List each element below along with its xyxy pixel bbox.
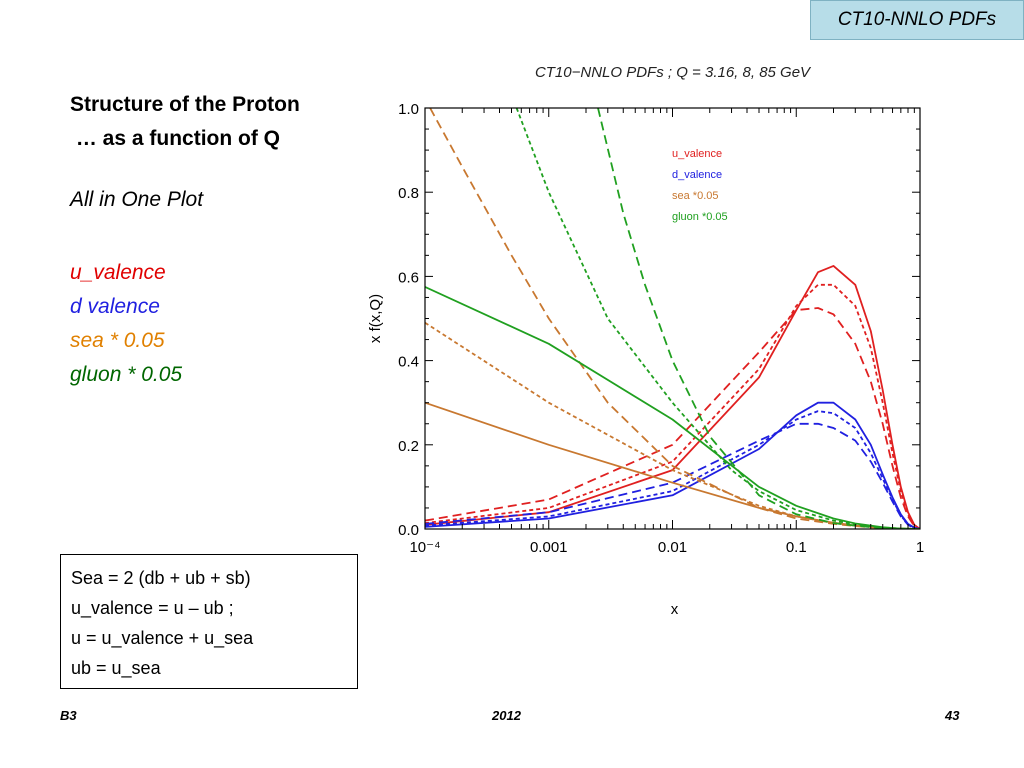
legend-entry: gluon *0.05 <box>672 211 728 223</box>
series-line <box>425 321 920 529</box>
x-tick-label: 0.001 <box>530 539 568 556</box>
y-tick-label: 0.4 <box>398 354 419 371</box>
slide-heading: Structure of the Proton … as a function … <box>70 88 300 156</box>
x-tick-label: 0.1 <box>786 539 807 556</box>
y-tick-label: 0.2 <box>398 438 419 455</box>
series-line <box>425 286 920 529</box>
y-tick-label: 0.8 <box>398 185 419 202</box>
formula-line: Sea = 2 (db + ub + sb) <box>71 568 251 588</box>
header-tag: CT10-NNLO PDFs <box>810 0 1024 40</box>
y-tick-label: 0.0 <box>398 522 419 539</box>
series-line <box>425 422 920 529</box>
series-line <box>597 108 920 529</box>
heading-line-2: … as a function of Q <box>70 127 281 150</box>
curve-list-item-u-valence: u_valence <box>70 261 166 284</box>
series-line <box>425 283 920 529</box>
y-tick-label: 0.6 <box>398 269 419 286</box>
formula-box: Sea = 2 (db + ub + sb) u_valence = u – u… <box>60 554 358 689</box>
series-line <box>425 410 920 529</box>
legend-entry: d_valence <box>672 169 722 181</box>
legend-entry: sea *0.05 <box>672 190 718 202</box>
chart-title: CT10−NNLO PDFs ; Q = 3.16, 8, 85 GeV <box>535 64 812 81</box>
curve-list-item-d-valence: d valence <box>70 295 160 318</box>
x-tick-label: 1 <box>916 539 924 556</box>
series-line <box>515 108 920 529</box>
curve-list: u_valence d valence sea * 0.05 gluon * 0… <box>70 256 182 392</box>
x-axis-label: x <box>671 601 679 618</box>
footer-right: 43 <box>945 708 960 723</box>
y-tick-label: 1.0 <box>398 101 419 118</box>
series-line <box>429 108 920 529</box>
footer-left: B3 <box>60 708 77 723</box>
series-line <box>425 265 920 529</box>
footer-center: 2012 <box>492 708 521 723</box>
y-axis-label: x f(x,Q) <box>367 294 384 343</box>
x-tick-label: 10⁻⁴ <box>409 539 440 556</box>
pdf-chart: CT10−NNLO PDFs ; Q = 3.16, 8, 85 GeV0.00… <box>367 64 924 618</box>
legend-entry: u_valence <box>672 148 722 160</box>
slide-subtitle: All in One Plot <box>70 188 204 211</box>
series-line <box>425 307 920 529</box>
heading-line-1: Structure of the Proton <box>70 93 300 116</box>
formula-line: u_valence = u – ub ; <box>71 598 234 618</box>
formula-line: ub = u_sea <box>71 658 161 678</box>
formula-line: u = u_valence + u_sea <box>71 628 254 648</box>
x-tick-label: 0.01 <box>658 539 687 556</box>
curve-list-item-gluon: gluon * 0.05 <box>70 363 183 386</box>
curve-list-item-sea: sea * 0.05 <box>70 329 165 352</box>
